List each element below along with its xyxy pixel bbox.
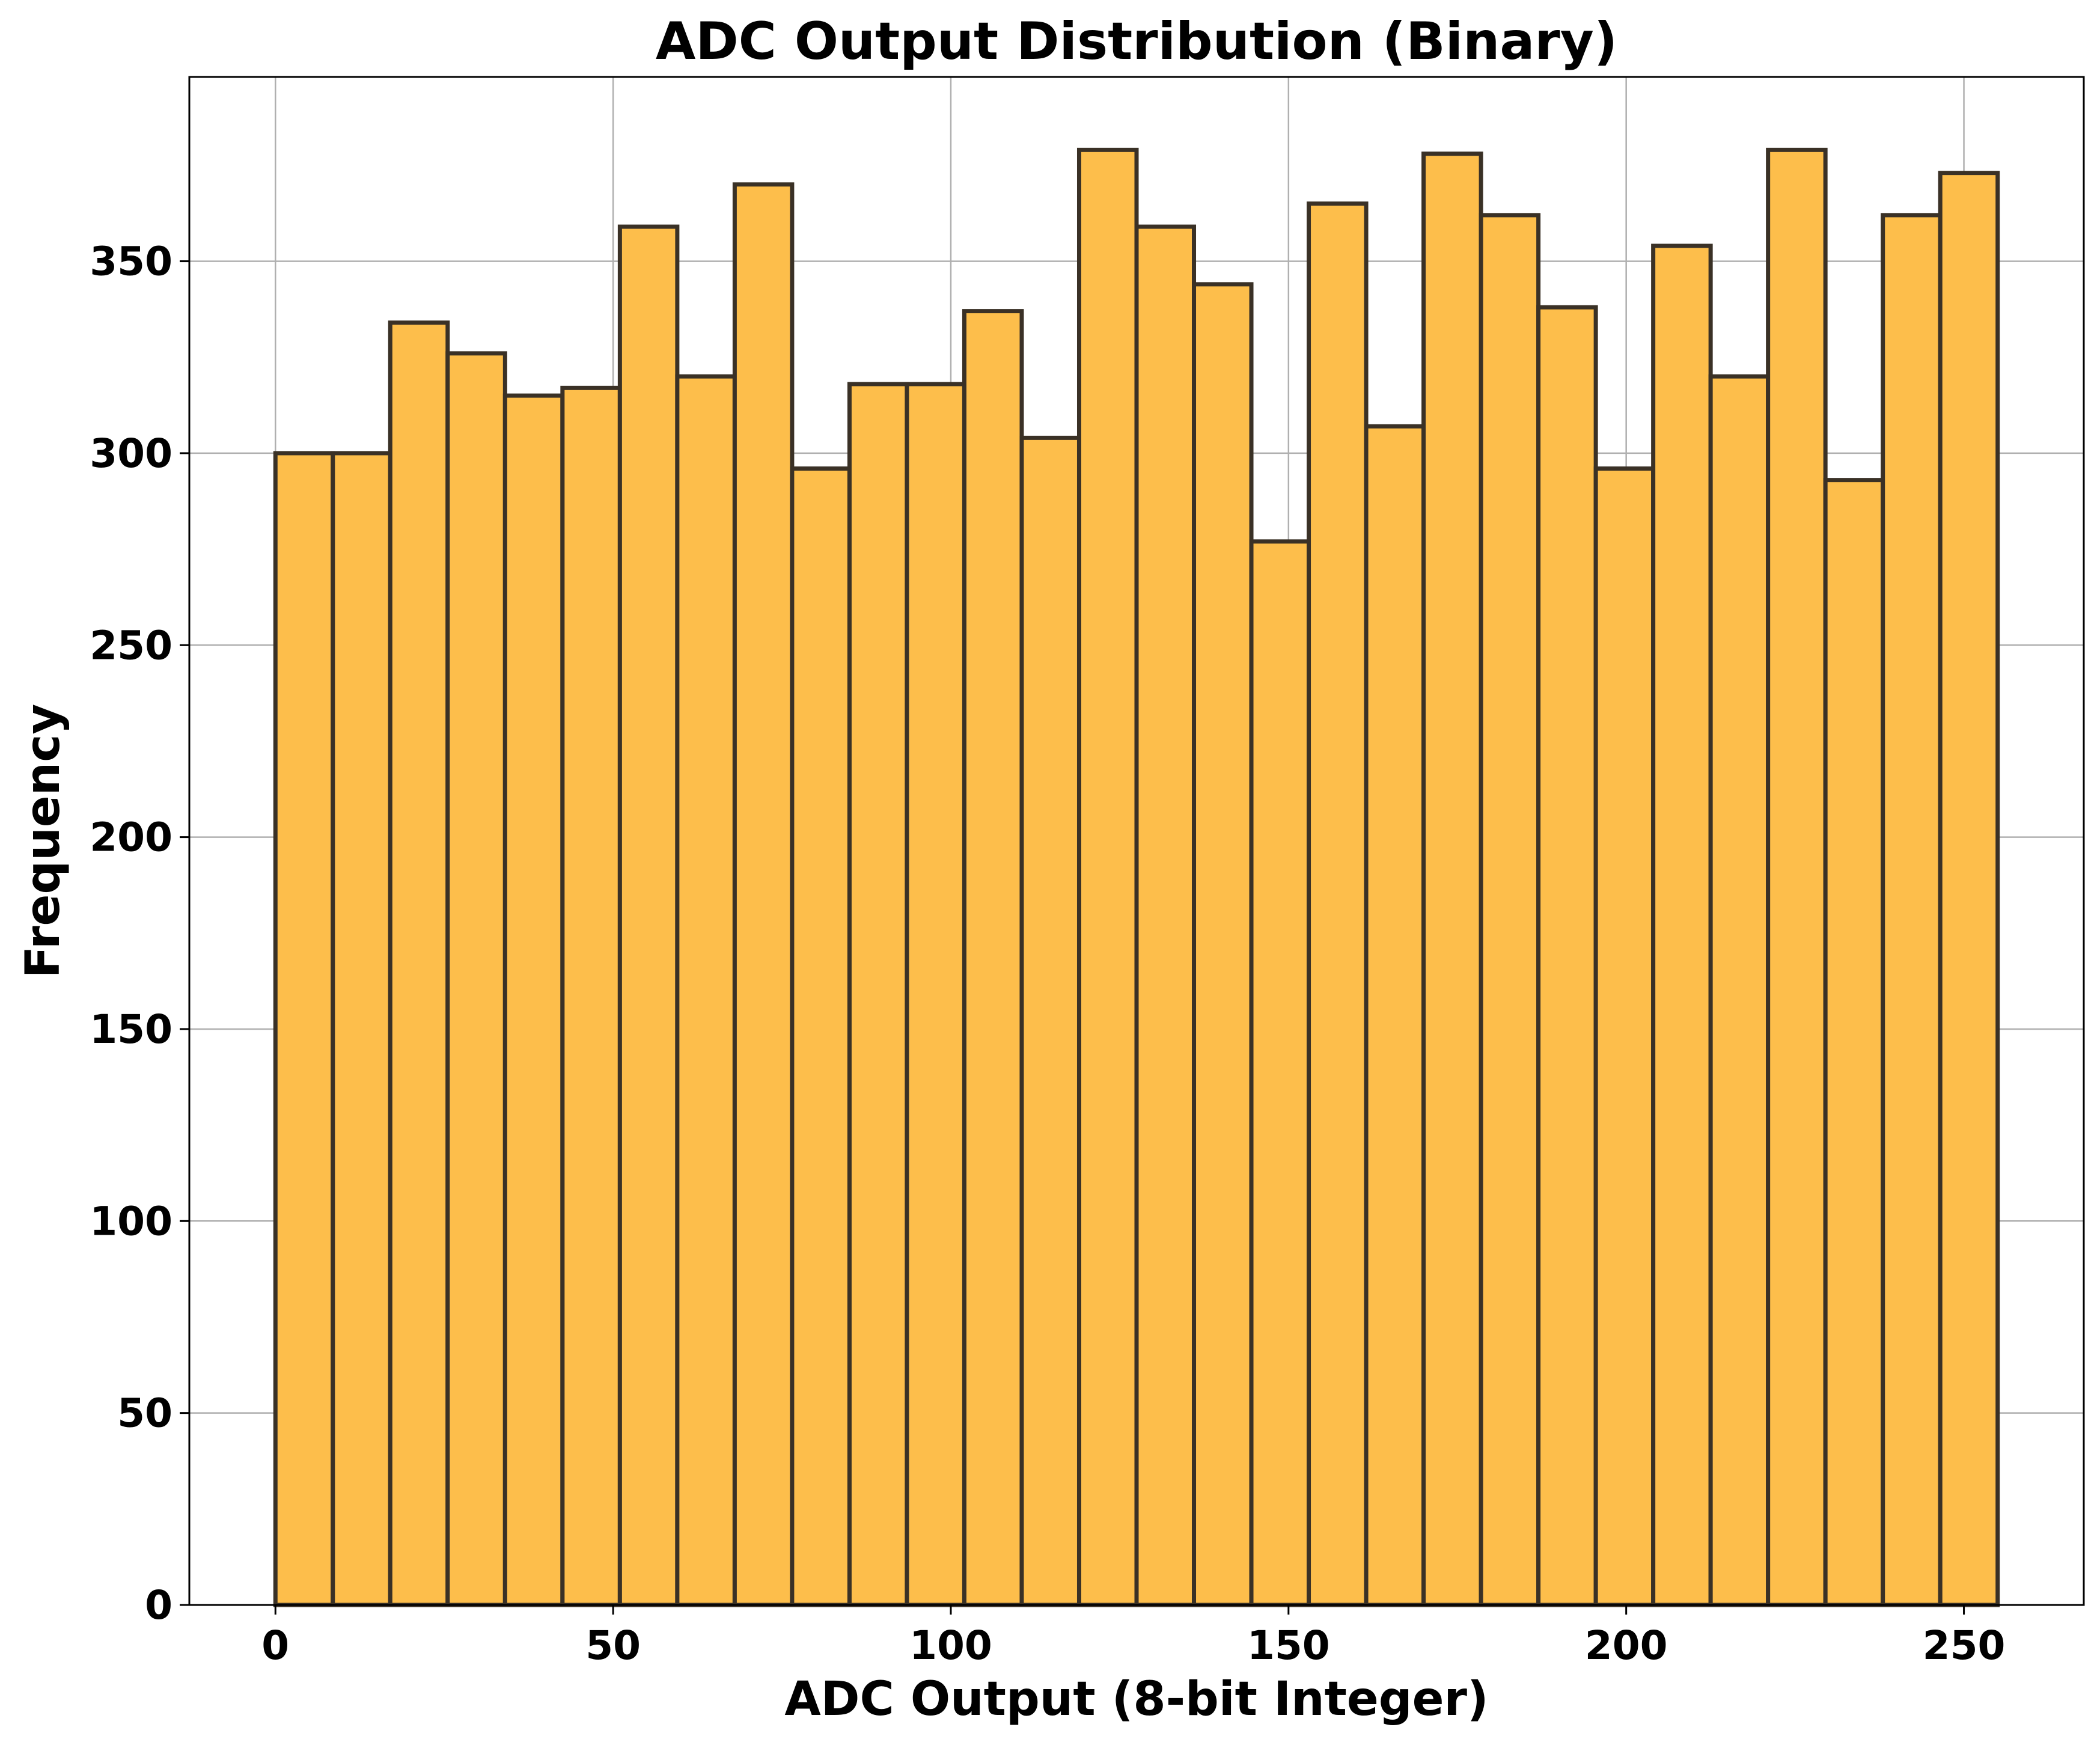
axis-ticks: 0 50 100 150 200 250 0 50 100 150 200 250 300 350 [90,239,2005,1669]
histogram-bar [331,451,392,1607]
x-tick-label: 250 [1923,1622,2006,1669]
plot-area-frame [188,76,2085,1606]
histogram-bar [847,382,909,1607]
y-tick-label: 250 [90,622,172,668]
histogram-bar [1307,201,1369,1607]
x-tick-label: 50 [585,1622,641,1669]
histogram-bar [732,182,795,1607]
histogram-bar [1076,147,1139,1607]
x-tick-label: 0 [261,1622,289,1669]
histogram-bar [388,320,450,1607]
y-tick-label: 300 [90,430,172,477]
x-tick-label: 150 [1247,1622,1330,1669]
histogram-bar [445,351,507,1607]
x-tick-label: 200 [1585,1622,1668,1669]
histogram-bar [1192,282,1254,1607]
histogram-bar [1019,435,1081,1607]
histogram-bar [1651,243,1713,1607]
histogram-bar [273,451,335,1607]
histogram-bar [1421,151,1483,1607]
y-tick-label: 0 [145,1582,172,1628]
x-tick-label: 100 [909,1622,992,1669]
histogram-bar [502,393,565,1607]
histogram-bar [1249,539,1311,1607]
histogram-bar [1881,213,1943,1607]
chart-title: ADC Output Distribution (Binary) [656,11,1617,72]
histogram-bar [1938,171,2000,1607]
histogram-bar [790,466,852,1607]
histogram-bar [905,382,966,1607]
y-tick-label: 150 [90,1006,172,1053]
histogram-bar [1708,374,1771,1607]
y-axis-label: Frequency [16,704,70,979]
histogram-bar [1479,213,1541,1607]
y-tick-label: 50 [117,1390,172,1437]
histogram-bar [1134,224,1197,1607]
histogram-bar [962,309,1024,1607]
histogram-bar [1766,147,1828,1607]
histogram-bar [1593,466,1656,1607]
histogram-bars [273,147,2000,1607]
y-tick-label: 350 [90,239,172,285]
histogram-bar [617,224,680,1607]
y-tick-label: 100 [90,1198,172,1244]
histogram-bar [1364,424,1426,1607]
histogram-bar [1536,305,1598,1607]
y-tick-label: 200 [90,814,172,861]
histogram-bar [675,374,737,1607]
histogram-bar [1823,478,1885,1607]
x-axis-label: ADC Output (8-bit Integer) [784,1672,1488,1726]
histogram-bar [560,385,622,1607]
